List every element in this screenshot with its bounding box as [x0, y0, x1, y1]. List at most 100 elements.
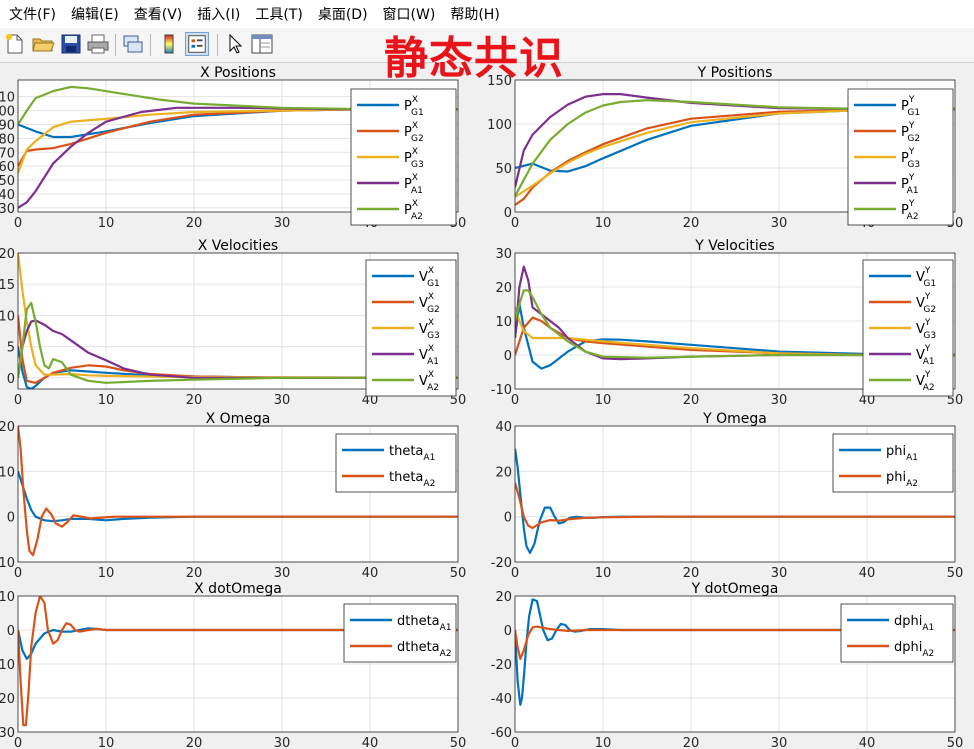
menu-item-6[interactable]: 窗口(W) — [382, 7, 436, 23]
x-tick-label: 0 — [511, 216, 519, 231]
pointer-icon[interactable] — [223, 32, 247, 56]
legend-sub: G1 — [923, 279, 936, 289]
colorbar-icon[interactable] — [157, 32, 181, 56]
menu-item-4[interactable]: 工具(T) — [255, 7, 303, 23]
x-tick-label: 10 — [98, 393, 115, 408]
legend-sup: Y — [908, 147, 915, 157]
legend-sub: A1 — [906, 453, 918, 463]
legend-entry: VY G3 — [916, 318, 936, 341]
y-tick-label: 100 — [0, 105, 15, 120]
legend-sup: Y — [908, 95, 915, 105]
save-icon[interactable] — [59, 32, 83, 56]
x-tick-label: 0 — [511, 736, 519, 749]
legend-label: V — [419, 348, 428, 363]
chart-title: Y Positions — [697, 65, 773, 81]
menu-item-5[interactable]: 桌面(D) — [317, 7, 368, 23]
series-line-phi-A2 — [515, 482, 955, 530]
legend-entry: dphiA2 — [894, 640, 934, 659]
x-tick-label: 50 — [450, 566, 467, 581]
x-tick-label: 0 — [14, 216, 22, 231]
menu-item-7[interactable]: 帮助(H) — [450, 7, 500, 23]
legend-sub: G3 — [427, 331, 440, 341]
series-line-theta-A1 — [18, 470, 458, 523]
y-tick-label: 110 — [0, 91, 15, 106]
menu-item-2[interactable]: 查看(V) — [133, 7, 183, 23]
legend-sub: A1 — [907, 186, 919, 196]
series-line-theta-A2 — [18, 426, 458, 557]
legend-label: V — [916, 374, 925, 389]
link-icon[interactable] — [121, 32, 145, 56]
y-tick-label: 20 — [495, 465, 512, 480]
menu-item-3[interactable]: 插入(I) — [197, 7, 241, 23]
y-tick-label: 40 — [0, 188, 15, 203]
x-tick-label: 50 — [947, 736, 964, 749]
legend-label: V — [419, 270, 428, 285]
x-tick-label: 20 — [186, 566, 203, 581]
legend-label: V — [419, 322, 428, 337]
x-tick-label: 10 — [595, 566, 612, 581]
legend-entry: PY A2 — [901, 199, 919, 222]
y-tick-label: -20 — [491, 556, 512, 571]
series-line-V-G3 — [18, 253, 458, 379]
x-tick-label: 0 — [511, 566, 519, 581]
new-file-icon[interactable] — [3, 32, 27, 56]
chart-1: 01020304050050100150Y PositionsPYG1PYG2P… — [487, 65, 963, 231]
legend-sub: A1 — [923, 357, 935, 367]
legend-sub: G2 — [427, 305, 440, 315]
legend-icon[interactable] — [185, 32, 209, 56]
open-folder-icon[interactable] — [31, 32, 55, 56]
x-tick-label: 30 — [771, 736, 788, 749]
legend-label: V — [916, 296, 925, 311]
legend-entry: VY A2 — [916, 370, 935, 393]
legend-sub: G3 — [411, 160, 424, 170]
legend-entry: VY G2 — [916, 292, 936, 315]
y-tick-label: 10 — [0, 465, 15, 480]
y-tick-label: -10 — [491, 383, 512, 398]
legend-label: dphi — [894, 614, 922, 629]
y-tick-label: 60 — [0, 160, 15, 175]
y-tick-label: 10 — [0, 658, 15, 673]
legend-entry: PY A1 — [901, 173, 919, 196]
legend-label: P — [404, 125, 412, 140]
x-tick-label: 30 — [274, 736, 291, 749]
legend-entry: PY G1 — [901, 95, 920, 118]
series-line-P-G3 — [515, 107, 955, 198]
menu-item-1[interactable]: 编辑(E) — [70, 7, 119, 23]
x-tick-label: 20 — [683, 216, 700, 231]
legend-entry: VX A2 — [419, 370, 439, 393]
menu-item-0[interactable]: 文件(F) — [9, 7, 56, 23]
chart-title: Y dotOmega — [691, 581, 779, 597]
x-tick-label: 50 — [947, 393, 964, 408]
x-tick-label: 50 — [450, 736, 467, 749]
chart-title: X dotOmega — [194, 581, 282, 597]
legend-entry: phiA1 — [886, 444, 918, 463]
x-tick-label: 20 — [186, 216, 203, 231]
axes-box — [514, 595, 956, 733]
toolbar-separator — [115, 34, 116, 56]
series-line-P-G3 — [18, 108, 458, 174]
property-editor-icon[interactable] — [250, 32, 274, 56]
y-tick-label: 20 — [495, 281, 512, 296]
legend-label: P — [901, 125, 909, 140]
print-icon[interactable] — [86, 32, 110, 56]
y-tick-label: 30 — [495, 247, 512, 262]
y-tick-label: 90 — [0, 118, 15, 133]
chart-title: X Velocities — [198, 238, 278, 254]
x-tick-label: 10 — [595, 736, 612, 749]
y-tick-label: 50 — [0, 174, 15, 189]
legend-entry: PY G3 — [901, 147, 920, 170]
legend-sub: G1 — [427, 279, 440, 289]
legend-sup: Y — [908, 121, 915, 131]
series-line-V-A2 — [18, 301, 458, 384]
legend-label: theta — [389, 444, 423, 459]
